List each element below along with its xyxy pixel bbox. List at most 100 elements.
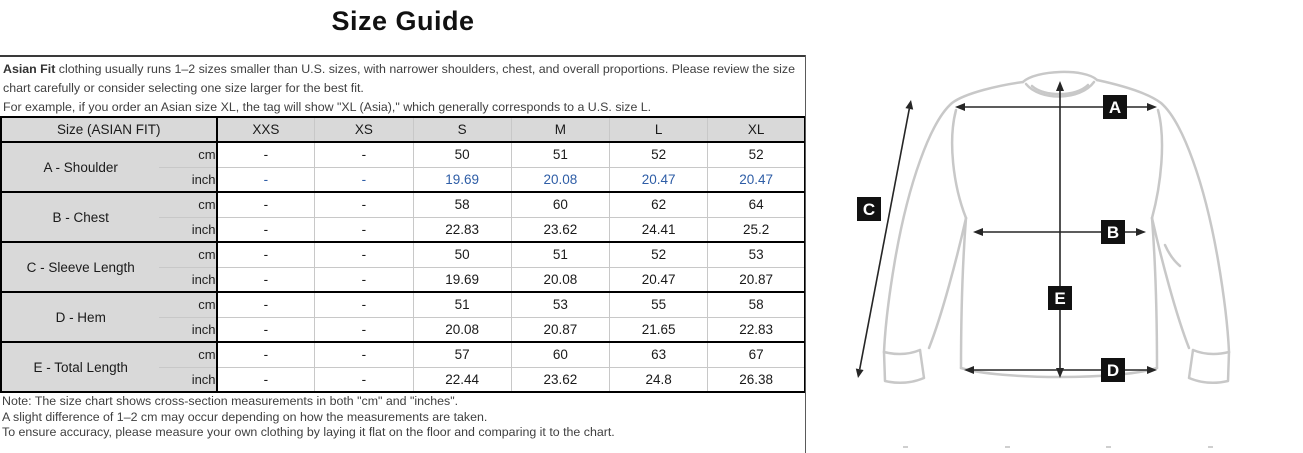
size-value: -	[314, 341, 414, 368]
content-divider	[805, 55, 806, 453]
size-value: 62	[608, 191, 708, 218]
size-value: 25.2	[707, 217, 805, 242]
table-row-hem-inch: inch - - 20.08 20.87 21.65 22.83	[1, 317, 805, 342]
intro-bold-lead: Asian Fit	[3, 62, 56, 76]
size-value: -	[314, 191, 414, 218]
label-D-text: D	[1107, 361, 1119, 380]
unit-label-cm: cm	[159, 291, 218, 318]
unit-label-inch: inch	[159, 367, 218, 392]
size-value: -	[216, 341, 315, 368]
col-header-xl: XL	[707, 117, 805, 143]
label-D: D	[1101, 358, 1125, 382]
label-E: E	[1048, 286, 1072, 310]
unit-label-inch: inch	[159, 317, 218, 342]
table-row-shoulder-inch: inch - - 19.69 20.08 20.47 20.47	[1, 167, 805, 192]
size-value: 20.47	[608, 267, 708, 292]
size-value: 58	[412, 191, 512, 218]
size-value: 52	[608, 241, 708, 268]
size-value: 22.44	[412, 367, 512, 392]
size-value: -	[216, 291, 315, 318]
size-value: 51	[510, 241, 610, 268]
table-row-shoulder-cm: A - Shoulder cm - - 50 51 52 52	[1, 142, 805, 192]
size-value: 52	[707, 142, 805, 168]
size-value: 53	[707, 241, 805, 268]
size-value: 26.38	[707, 367, 805, 392]
size-value: 60	[510, 191, 610, 218]
table-row-total-cm: E - Total Length cm - - 57 60 63 67	[1, 341, 805, 392]
note-line: Note: The size chart shows cross-section…	[2, 394, 459, 408]
label-E-text: E	[1054, 289, 1065, 308]
size-value: 21.65	[608, 317, 708, 342]
arrow-total-E	[1056, 81, 1064, 378]
size-value: 52	[608, 142, 708, 168]
size-value: 22.83	[412, 217, 512, 242]
sweater-outline	[882, 70, 1231, 384]
size-value: -	[216, 267, 315, 292]
size-value: 64	[707, 191, 805, 218]
row-label-hem: D - Hem	[1, 291, 160, 342]
size-value: 60	[510, 341, 610, 368]
col-header-l: L	[608, 117, 708, 143]
size-value: 19.69	[412, 167, 512, 192]
size-value: 20.47	[707, 167, 805, 192]
size-value: 50	[412, 241, 512, 268]
size-chart-table: Size (ASIAN FIT) XXS XS S M L XL A - Sho…	[0, 116, 806, 393]
size-value: -	[216, 241, 315, 268]
table-row-total-inch: inch - - 22.44 23.62 24.8 26.38	[1, 367, 805, 392]
label-B-text: B	[1107, 223, 1119, 242]
row-label-sleeve: C - Sleeve Length	[1, 241, 160, 292]
size-value: 24.41	[608, 217, 708, 242]
intro-paragraph-1: Asian Fit clothing usually runs 1–2 size…	[3, 60, 800, 98]
size-value: -	[216, 217, 315, 242]
size-value: 23.62	[510, 367, 610, 392]
table-row-chest-inch: inch - - 22.83 23.62 24.41 25.2	[1, 217, 805, 242]
table-row-hem-cm: D - Hem cm - - 51 53 55 58	[1, 291, 805, 342]
size-value: 20.47	[608, 167, 708, 192]
size-value: 20.08	[510, 267, 610, 292]
size-value: -	[314, 367, 414, 392]
size-value: -	[314, 167, 414, 192]
intro-line1: clothing usually runs 1–2 sizes smaller …	[3, 62, 795, 95]
col-header-xs: XS	[314, 117, 414, 143]
note-line: To ensure accuracy, please measure your …	[2, 425, 615, 439]
size-value: -	[216, 167, 315, 192]
size-value: 53	[510, 291, 610, 318]
unit-label-cm: cm	[159, 241, 218, 268]
table-row-sleeve-inch: inch - - 19.69 20.08 20.47 20.87	[1, 267, 805, 292]
sweater-measurement-diagram: A B C D E	[810, 0, 1303, 453]
col-header-xxs: XXS	[216, 117, 315, 143]
size-value: -	[314, 317, 414, 342]
page-title: Size Guide	[331, 6, 475, 36]
size-value: 24.8	[608, 367, 708, 392]
size-value: -	[314, 291, 414, 318]
unit-label-cm: cm	[159, 191, 218, 218]
unit-label-inch: inch	[159, 167, 218, 192]
size-value: -	[216, 142, 315, 168]
size-value: 19.69	[412, 267, 512, 292]
size-value: 20.87	[707, 267, 805, 292]
measurement-labels: A B C D E	[857, 95, 1127, 382]
unit-label-cm: cm	[159, 341, 218, 368]
size-value: -	[314, 142, 414, 168]
col-header-size: Size (ASIAN FIT)	[1, 117, 218, 143]
unit-label-inch: inch	[159, 217, 218, 242]
size-value: 23.62	[510, 217, 610, 242]
table-row-chest-cm: B - Chest cm - - 58 60 62 64	[1, 191, 805, 242]
size-value: -	[314, 217, 414, 242]
measurement-arrows	[855, 81, 1157, 378]
unit-label-cm: cm	[159, 142, 218, 168]
label-A-text: A	[1109, 98, 1121, 117]
arrow-sleeve-C	[855, 100, 914, 378]
col-header-s: S	[412, 117, 512, 143]
label-C: C	[857, 197, 881, 221]
size-value: 51	[510, 142, 610, 168]
sweater-diagram-svg: A B C D E	[855, 70, 1231, 448]
size-value: 55	[608, 291, 708, 318]
size-value: -	[216, 317, 315, 342]
unit-label-inch: inch	[159, 267, 218, 292]
size-value: -	[314, 241, 414, 268]
intro-text: Asian Fit clothing usually runs 1–2 size…	[0, 55, 806, 117]
label-B: B	[1101, 220, 1125, 244]
label-C-text: C	[863, 200, 875, 219]
